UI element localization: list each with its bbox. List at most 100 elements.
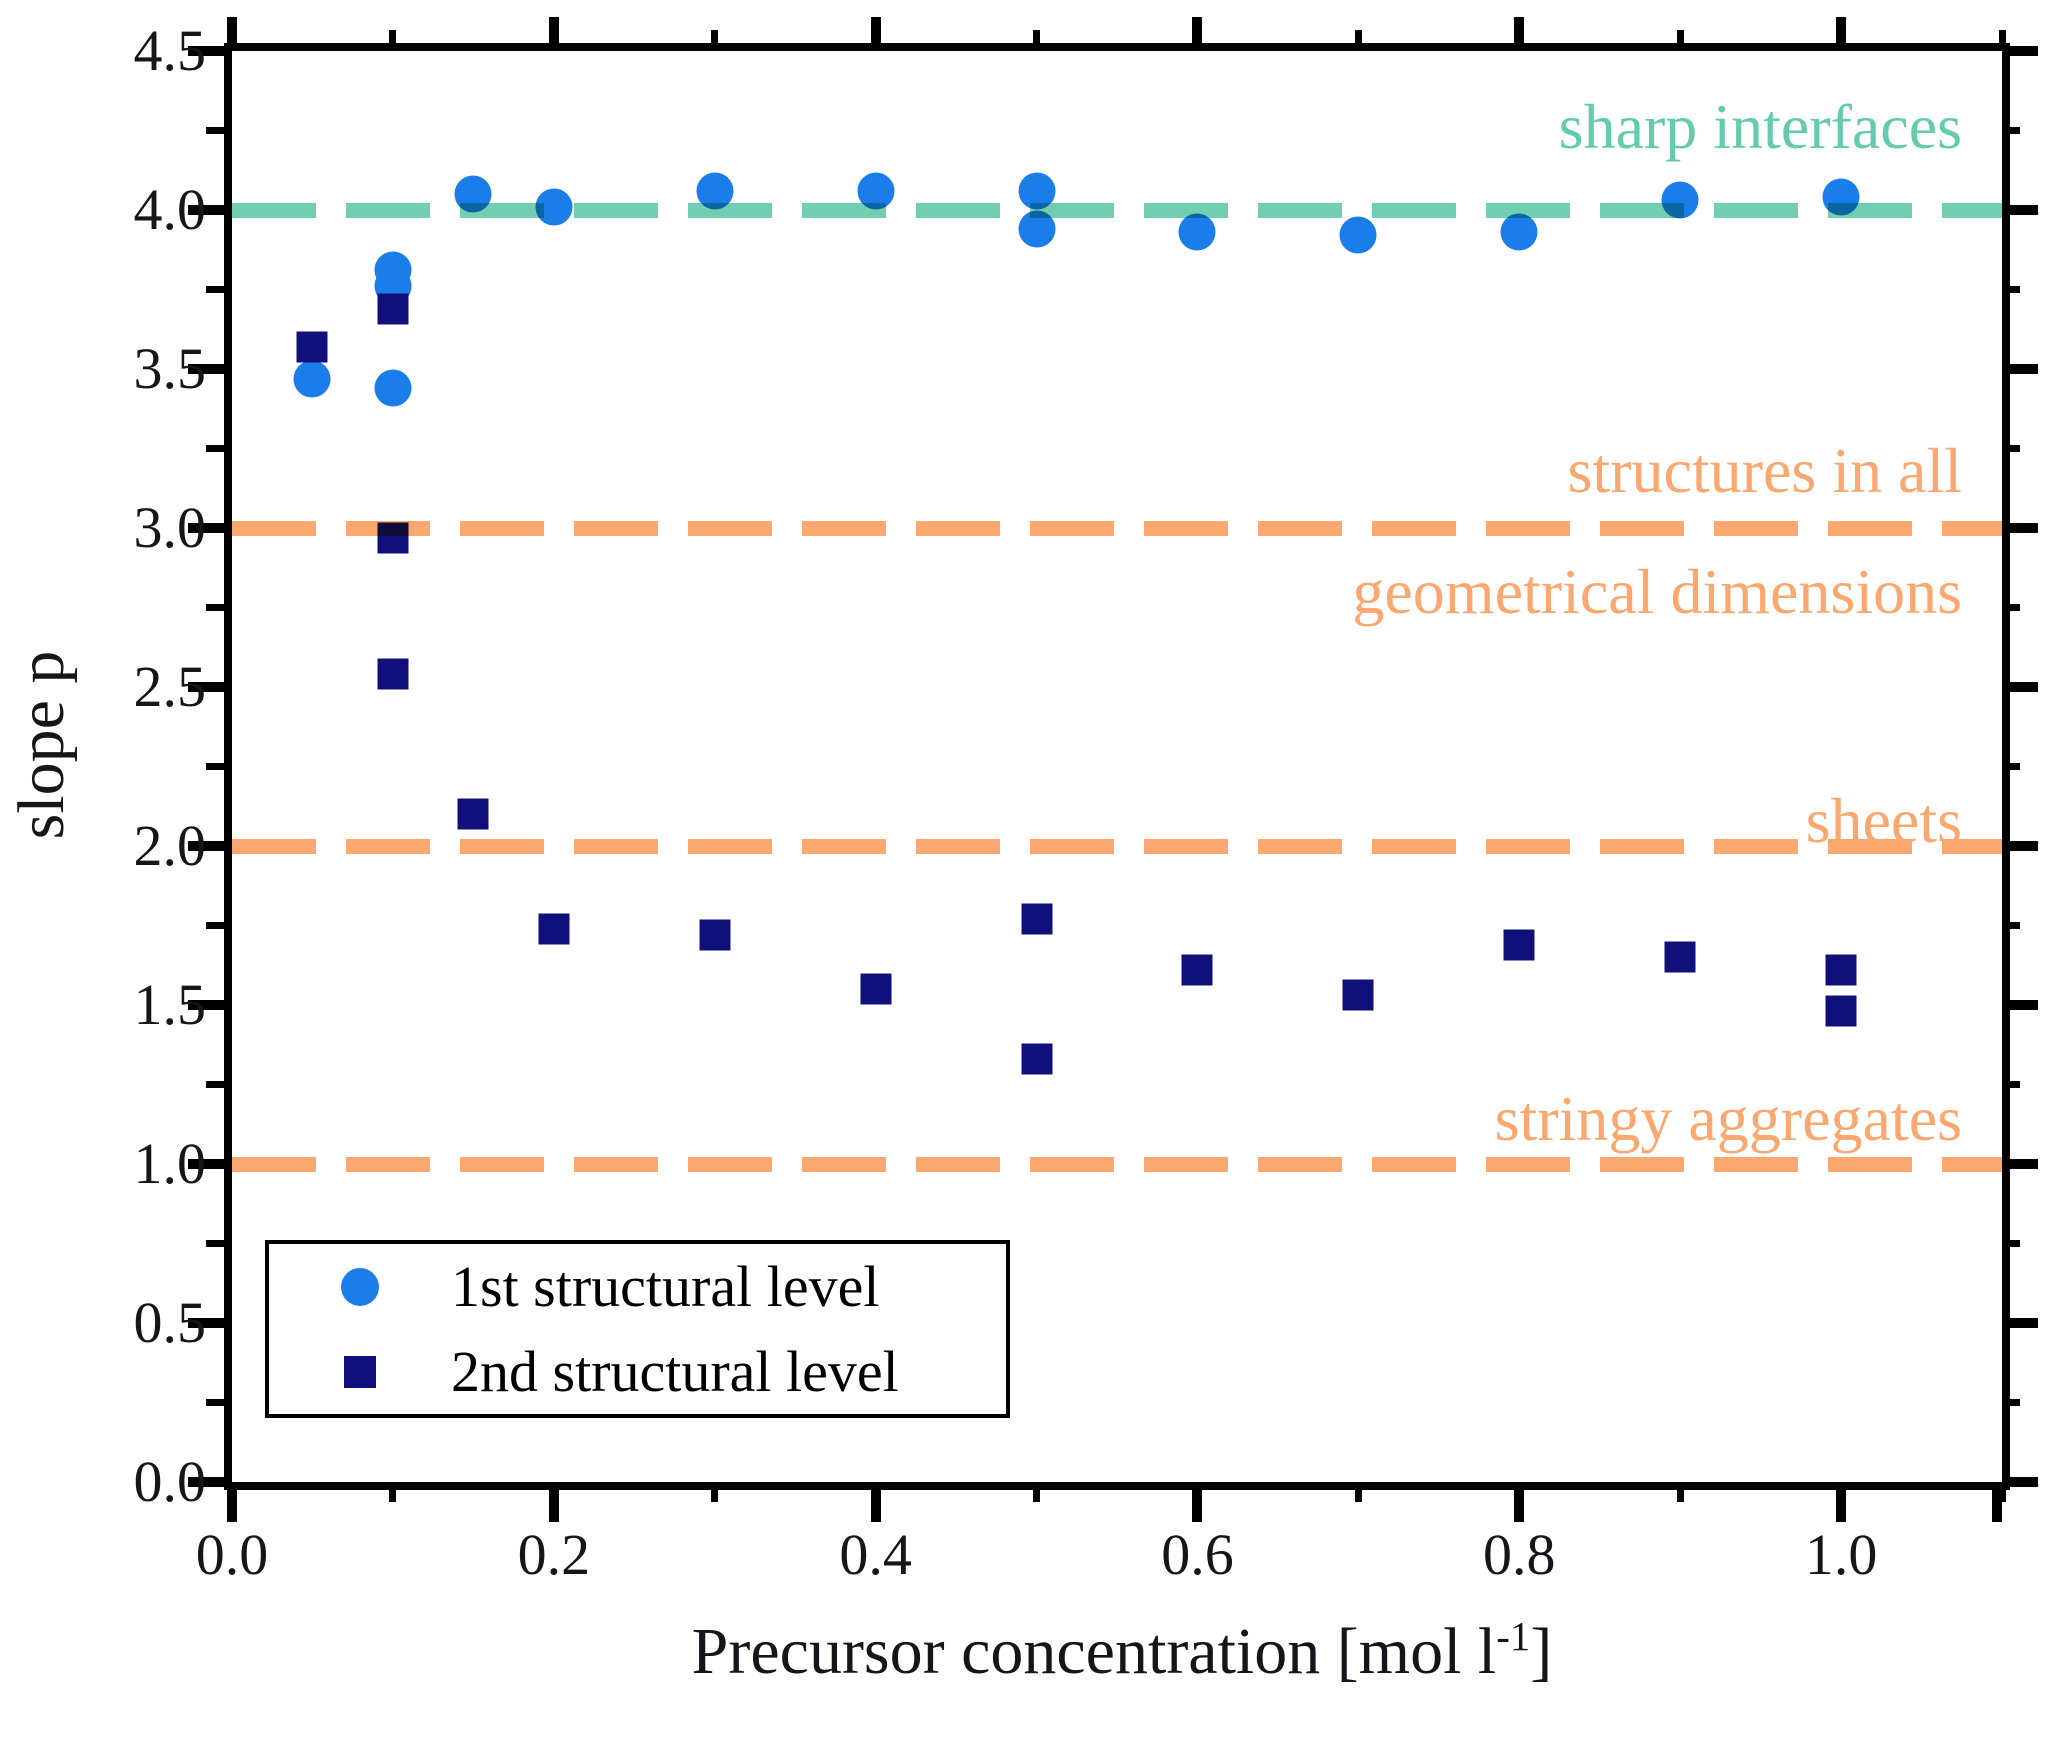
y-minor-tick-right [2002,1081,2020,1088]
reference-lines-layer [232,51,2002,1482]
data-point-square [860,973,892,1005]
data-point-square [1181,954,1213,986]
annotation-geometrical-dimensions: geometrical dimensions [1352,555,1962,627]
y-minor-tick-right [2002,604,2020,611]
x-major-tick-bottom [1192,1482,1203,1522]
y-major-tick-left [188,1318,224,1328]
x-axis-title: Precursor concentration [mol l-1] [692,1614,1553,1690]
y-major-tick-left [188,364,224,374]
y-major-tick-right [2002,1000,2038,1010]
data-point-square [1664,941,1696,973]
data-point-circle [1339,216,1377,254]
y-major-tick-right [2002,46,2038,56]
annotation-structures-in-all: structures in all [1567,434,1962,506]
data-point-square [1503,929,1535,961]
reference-line-y-2.0 [232,838,2002,854]
annotations-layer: sharp interfaces structures in all geometr… [232,51,2002,1482]
y-minor-tick-right [2002,1399,2020,1406]
x-tick-label: 0.6 [1161,1522,1234,1587]
x-major-tick-top [1836,17,1847,43]
annotation-stringy-aggregates: stringy aggregates [1494,1083,1962,1155]
y-tick-label: 2.5 [133,654,207,719]
x-axis-title-suffix: ] [1530,1615,1553,1688]
y-minor-tick-left [206,1081,224,1088]
y-minor-tick-right [2002,286,2020,293]
y-major-tick-right [2002,841,2038,851]
y-minor-tick-left [206,286,224,293]
x-tick-label: 0.4 [839,1522,912,1587]
x-minor-tick-top [1033,30,1041,43]
x-major-tick-top [1192,17,1203,43]
x-minor-tick-top [1354,30,1362,43]
x-major-tick-top [870,17,881,43]
data-point-square [1825,995,1857,1027]
y-minor-tick-left [206,127,224,134]
x-minor-tick-top [389,30,397,43]
data-point-square [1021,903,1053,935]
x-axis-title-text: Precursor concentration [mol l [691,1615,1497,1688]
y-axis-title: slope p [5,650,78,840]
x-major-tick-top [548,17,559,43]
x-tick-label: 0.2 [517,1522,591,1587]
y-tick-label: 1.5 [133,972,207,1037]
y-major-tick-left [188,46,224,56]
y-major-tick-left [188,1159,224,1169]
y-minor-tick-left [206,1399,224,1406]
x-major-tick-bottom [1514,1482,1525,1522]
y-minor-tick-left [206,1240,224,1247]
data-point-square [1825,954,1857,986]
axis-ticks-layer: 0.0 0.2 0.4 0.6 0.8 1.0 0.0 0.5 1.0 1.5 2.0 2.5 3.0 3… [134,17,2038,1584]
reference-line-y-4.0 [232,202,2002,218]
data-point-circle [293,360,331,398]
data-point-circle [1178,213,1216,251]
x-major-tick-top [227,17,237,43]
y-major-tick-right [2002,364,2038,374]
x-tick-label: 1.0 [1804,1522,1878,1587]
y-major-tick-left [188,682,224,692]
y-major-tick-right [2002,682,2038,692]
y-major-tick-right [2002,1318,2038,1328]
legend-marker-cell [269,1267,451,1306]
y-major-tick-right [2002,1159,2038,1169]
y-minor-tick-left [206,604,224,611]
x-minor-tick-bottom [1033,1482,1041,1502]
y-major-tick-left [188,523,224,533]
data-point-square [1342,979,1374,1011]
y-major-tick-left [188,1000,224,1010]
legend-marker-circle [341,1267,379,1306]
y-minor-tick-right [2002,1240,2020,1247]
y-major-tick-right [2002,523,2038,533]
x-minor-tick-bottom [389,1482,397,1502]
y-tick-label: 1.0 [133,1131,207,1196]
y-tick-label: 0.5 [133,1290,207,1355]
data-point-circle [1500,213,1538,251]
x-tick-label: 0.8 [1483,1522,1556,1587]
y-major-tick-left [188,841,224,851]
y-minor-tick-left [206,922,224,929]
y-tick-label: 3.5 [133,336,207,401]
y-major-tick-right [2002,1477,2038,1487]
legend-marker-cell [269,1355,451,1388]
x-minor-tick-top [1998,30,2006,43]
legend-item-label: 1st structural level [451,1254,880,1319]
y-major-tick-left [188,205,224,215]
y-tick-label: 4.0 [133,177,207,242]
x-minor-tick-bottom [1354,1482,1362,1502]
y-minor-tick-left [206,445,224,452]
legend-item-square: 2nd structural level [269,1329,1006,1414]
y-minor-tick-right [2002,127,2020,134]
x-minor-tick-bottom [1998,1482,2006,1502]
annotation-sheets: sheets [1805,784,1962,856]
data-point-square [296,331,328,363]
data-point-circle [374,369,412,407]
legend-item-circle: 1st structural level [269,1244,1006,1329]
y-tick-label: 2.0 [133,813,207,878]
data-point-square [699,919,731,951]
x-minor-tick-top [711,30,719,43]
annotation-sharp-interfaces: sharp interfaces [1558,91,1962,163]
y-minor-tick-right [2002,445,2020,452]
y-minor-tick-right [2002,763,2020,770]
x-major-tick-top [1514,17,1525,43]
reference-line-y-1.0 [232,1156,2002,1172]
